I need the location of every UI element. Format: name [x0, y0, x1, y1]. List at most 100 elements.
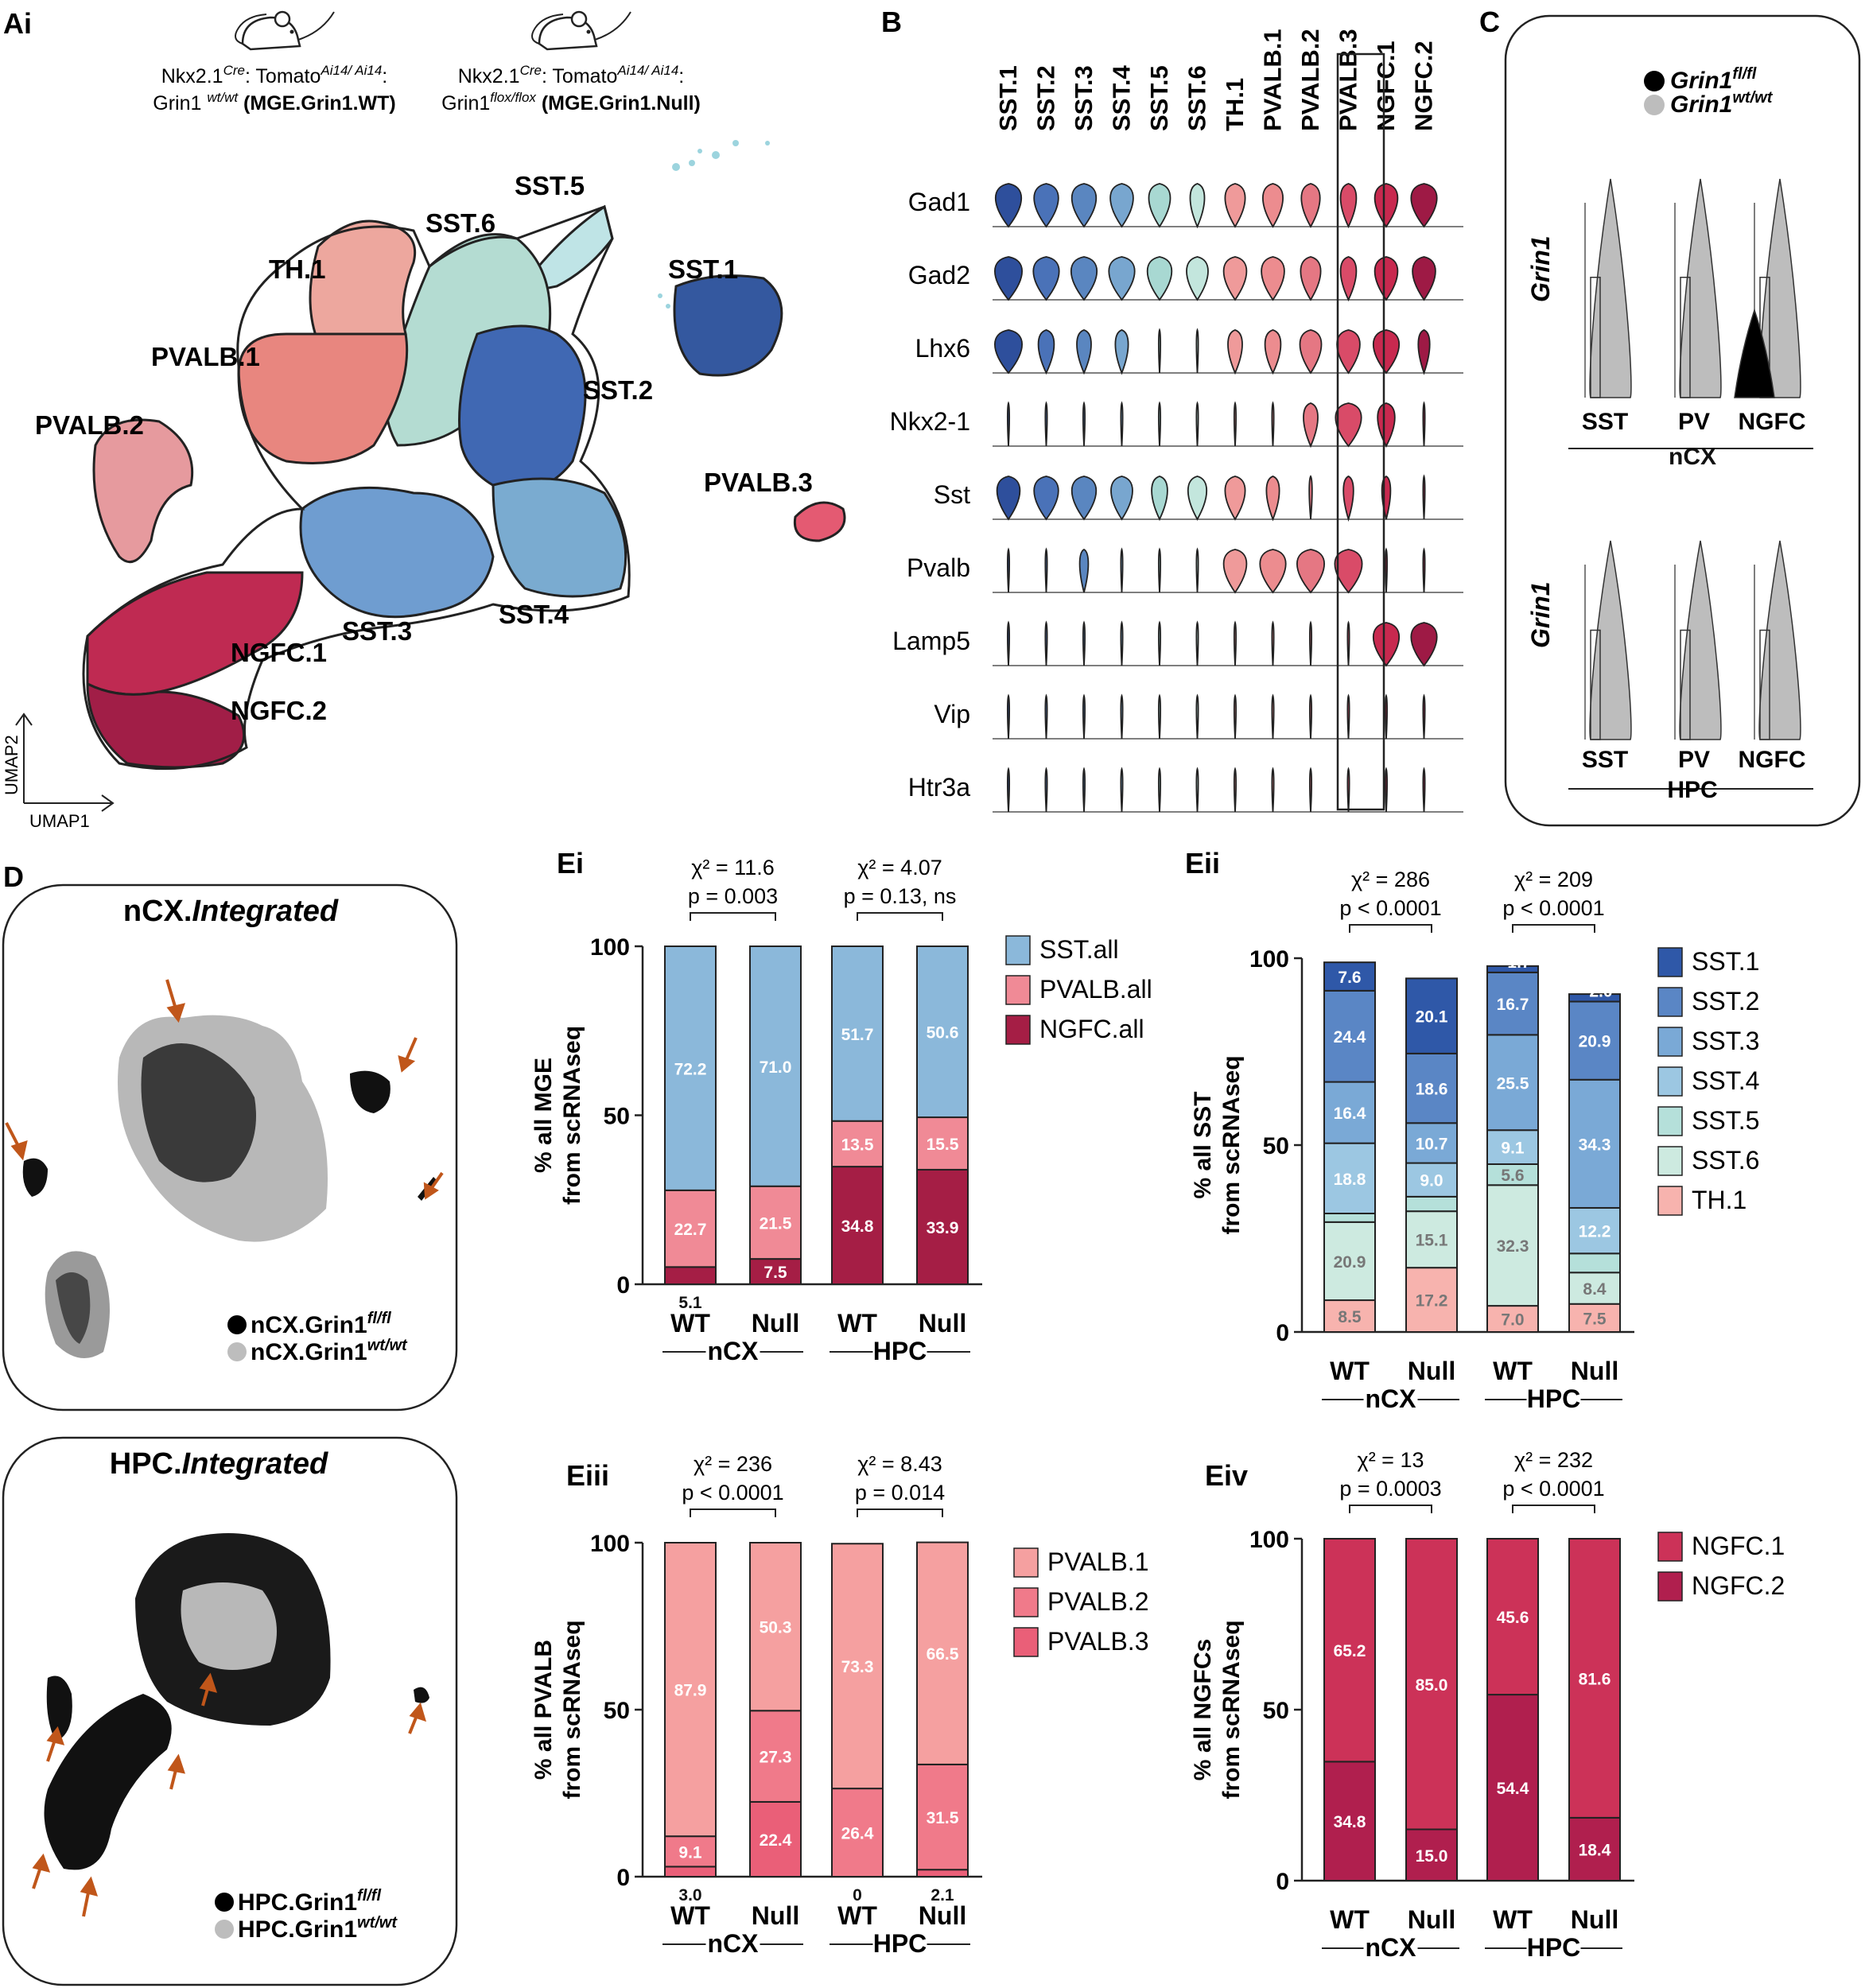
d-ncx-umap [23, 1015, 437, 1358]
legend-label: SST.6 [1692, 1146, 1759, 1175]
b-col-label: SST.3 [1070, 65, 1098, 131]
bar-value-label: 13.5 [841, 1136, 874, 1154]
b-violin [1045, 696, 1047, 739]
genotype-null-line2: Grin1flox/flox (MGE.Grin1.Null) [441, 90, 701, 115]
bar-value-label: 15.1 [1416, 1232, 1448, 1250]
d-hpc-umap [45, 1533, 430, 1870]
b-gene-label: Htr3a [908, 773, 970, 802]
b-violin [1412, 257, 1436, 300]
x-category-label: Null [919, 1309, 966, 1338]
b-violin [1272, 623, 1273, 666]
b-violin [1083, 403, 1085, 446]
b-violin [1191, 184, 1205, 227]
panel-c: C Grin1fl/fl Grin1wt/wt Grin1 Grin1 SST … [1479, 6, 1859, 825]
b-violin [1304, 403, 1318, 446]
b-violin [1159, 769, 1160, 812]
y-tick-label: 0 [616, 1272, 630, 1299]
region-pvalb2 [94, 420, 192, 562]
b-violin [1224, 549, 1247, 592]
b-violin [1228, 330, 1242, 373]
y-tick-label: 50 [1263, 1698, 1289, 1724]
y-axis-label-1: % all SST [1190, 1091, 1216, 1198]
legend-swatch [1014, 1628, 1038, 1656]
group-label: HPC [873, 1337, 927, 1365]
bar-value-label: 5.6 [1501, 1167, 1524, 1185]
y-tick-label: 50 [604, 1104, 630, 1130]
group-label: nCX [708, 1929, 760, 1958]
b-violin [1272, 403, 1273, 446]
b-violin [1266, 476, 1279, 519]
b-violin [1196, 769, 1198, 812]
b-violin [1109, 257, 1134, 300]
bar-value-label: 31.5 [927, 1809, 959, 1827]
b-gene-label: Lamp5 [892, 627, 970, 655]
cluster-label-sst6: SST.6 [425, 208, 495, 238]
legend-label: TH.1 [1692, 1186, 1746, 1214]
c-group-ngfc-top: NGFC [1739, 409, 1806, 435]
b-violin [1196, 696, 1198, 739]
d-hpc-legend-fl: HPC.Grin1fl/fl [238, 1887, 381, 1916]
x-category-label: WT [1493, 1357, 1533, 1385]
legend-swatch [1658, 1107, 1682, 1136]
d-ncx-legend-fl: nCX.Grin1fl/fl [251, 1310, 391, 1338]
x-category-label: WT [1330, 1357, 1370, 1385]
b-violin [1196, 403, 1198, 446]
legend-swatch [1006, 1015, 1030, 1044]
bar-value-label: 51.7 [841, 1026, 874, 1044]
panel-b: B SST.1 SST.2 SST.3 SST.4 SST.5 SST.6 TH.1 PVAL… [881, 6, 1463, 812]
legend-label: SST.1 [1692, 947, 1759, 976]
figure: Ai Nkx2.1Cre: TomatoAi14/ Ai14: Grin1 wt… [0, 0, 1865, 1988]
panel-label-ai: Ai [3, 7, 32, 40]
b-violin [1159, 696, 1160, 739]
bar-segment [665, 1267, 716, 1284]
stat-p: p = 0.014 [855, 1481, 945, 1505]
y-tick-label: 0 [616, 1865, 630, 1891]
x-category-label: Null [1408, 1905, 1455, 1934]
c-region-hpc: HPC [1667, 777, 1717, 803]
bar-value-label: 22.4 [760, 1831, 792, 1850]
group-label: nCX [1366, 1384, 1417, 1413]
bar-segment [1406, 1197, 1457, 1211]
group-label: HPC [873, 1929, 927, 1958]
b-violin [1261, 257, 1284, 300]
bar-value-label: 7.0 [1501, 1311, 1524, 1330]
c-violin [1590, 541, 1631, 740]
c-violin [1680, 541, 1721, 740]
bar-value-label: 24.4 [1334, 1028, 1366, 1046]
b-violin [1234, 696, 1236, 739]
bar-value-label: 66.5 [927, 1645, 959, 1664]
bar-value-label: 15.5 [927, 1136, 959, 1154]
b-violin [995, 330, 1022, 373]
d-ncx-legend-fl-marker [227, 1315, 247, 1334]
x-category-label: Null [1571, 1905, 1618, 1934]
bar-segment [1569, 1253, 1620, 1272]
bar-value-label: 72.2 [674, 1060, 707, 1078]
mouse-icon-null [532, 12, 631, 49]
b-violin [1272, 769, 1273, 812]
b-violin [1008, 403, 1009, 446]
panel-label-d: D [3, 860, 24, 893]
b-violin [1341, 257, 1357, 300]
x-category-label: Null [1571, 1357, 1618, 1385]
d-ncx-title: nCX.Integrated [123, 895, 339, 928]
b-col-label: SST.6 [1183, 65, 1211, 131]
b-violin [1335, 549, 1362, 592]
y-tick-label: 0 [1276, 1320, 1289, 1346]
b-violin [1297, 549, 1324, 592]
legend-swatch [1658, 1572, 1682, 1601]
panel-label-eiv: Eiv [1205, 1459, 1248, 1492]
y-axis-label-2: from scRNAseq [1218, 1620, 1245, 1799]
stat-bracket [857, 1509, 942, 1517]
panel-ai: Ai Nkx2.1Cre: TomatoAi14/ Ai14: Grin1 wt… [2, 7, 845, 831]
bar-value-label: 87.9 [674, 1682, 707, 1700]
stat-chi: χ² = 8.43 [857, 1452, 942, 1476]
d-hpc-legend-wt: HPC.Grin1wt/wt [238, 1914, 398, 1943]
b-violin [1083, 769, 1085, 812]
bar-value-label: 26.4 [841, 1825, 874, 1843]
legend-label: NGFC.1 [1692, 1532, 1785, 1560]
bar-value-label: 8.4 [1583, 1280, 1607, 1299]
b-violin [1121, 549, 1122, 592]
b-gene-label: Sst [934, 480, 970, 509]
y-axis-label-2: from scRNAseq [559, 1620, 585, 1799]
b-gene-label: Lhx6 [915, 334, 970, 363]
